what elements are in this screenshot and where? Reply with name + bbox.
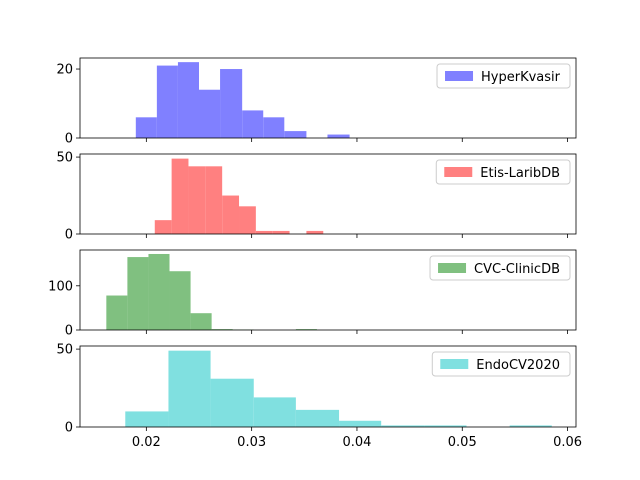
x-tick-label: 0.05: [448, 435, 477, 450]
histogram-bar: [295, 329, 317, 330]
histogram-bar: [171, 158, 189, 234]
histogram-bar: [148, 253, 170, 330]
histogram-bar: [169, 271, 191, 330]
histogram-bar: [222, 195, 240, 234]
y-tick-label: 20: [56, 63, 73, 78]
histogram-bar: [242, 110, 264, 138]
legend-label: HyperKvasir: [481, 70, 561, 85]
histogram-bar: [188, 166, 206, 234]
y-tick-label: 50: [56, 343, 73, 358]
histogram-bar: [424, 425, 467, 427]
histogram-bar: [381, 425, 425, 427]
histogram-bar: [135, 117, 157, 138]
histogram-bar: [205, 166, 223, 234]
x-tick-label: 0.03: [237, 435, 266, 450]
histogram-bar: [177, 62, 199, 138]
x-tick-label: 0.06: [553, 435, 582, 450]
legend-box: [429, 255, 571, 281]
x-tick-label: 0.02: [132, 435, 161, 450]
legend-box: [436, 63, 571, 89]
legend-swatch: [444, 167, 473, 177]
histogram-bar: [106, 295, 128, 330]
histogram-bar: [509, 425, 552, 427]
histogram-bar: [306, 230, 324, 234]
histogram-bar: [199, 89, 221, 138]
legend-swatch: [445, 71, 474, 81]
histogram-bar: [127, 257, 149, 330]
axes-frame: [79, 345, 577, 428]
histogram-bar: [253, 397, 296, 427]
histogram-bar: [168, 350, 211, 427]
legend-label: Etis-LaribDB: [480, 166, 560, 181]
histogram-bar: [263, 117, 285, 138]
histogram-bar: [284, 131, 307, 138]
histogram-bar: [220, 69, 243, 138]
legend-swatch: [440, 359, 469, 369]
histogram-bar: [154, 220, 172, 234]
legend-box: [431, 351, 571, 377]
legend-label: EndoCV2020: [476, 358, 560, 373]
histogram-bar: [156, 65, 178, 138]
axes-frame: [79, 57, 577, 139]
histogram-bar: [327, 134, 350, 138]
histogram-bar: [210, 378, 254, 427]
histogram-bar: [211, 329, 233, 330]
histogram-bar: [255, 230, 273, 234]
histogram-bar: [239, 206, 256, 234]
histogram-bar: [272, 230, 290, 234]
axes-frame: [79, 249, 577, 331]
x-tick-label: 0.04: [342, 435, 371, 450]
histogram-bar: [190, 313, 212, 330]
axes-frame: [79, 153, 577, 235]
y-tick-label: 0: [65, 228, 73, 243]
histogram-bar: [339, 420, 382, 427]
y-tick-label: 0: [65, 324, 73, 339]
y-tick-label: 0: [65, 421, 73, 436]
y-tick-label: 0: [65, 132, 73, 147]
y-tick-label: 50: [56, 151, 73, 166]
legend-box: [435, 159, 571, 185]
legend-swatch: [438, 263, 467, 273]
y-tick-label: 100: [48, 279, 73, 294]
histogram-bar: [125, 411, 169, 427]
histogram-bar: [295, 409, 340, 427]
legend-label: CVC-ClinicDB: [474, 262, 560, 277]
